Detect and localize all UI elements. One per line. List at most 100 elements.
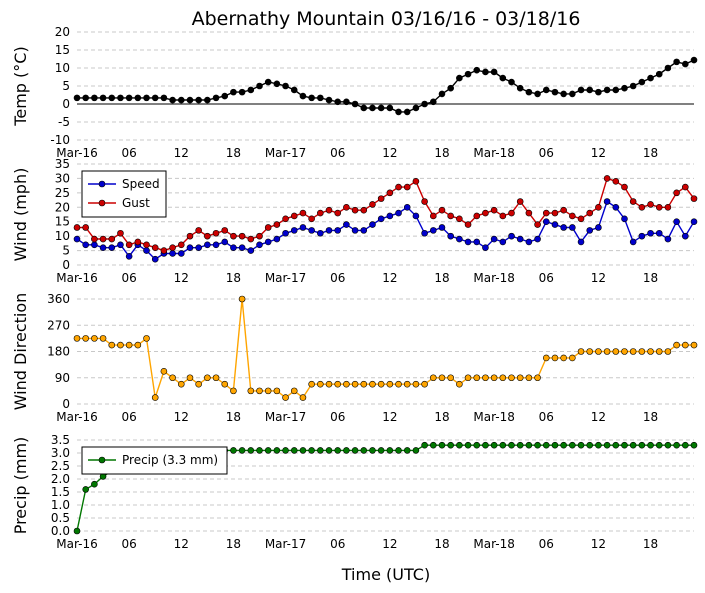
data-point	[395, 183, 402, 191]
data-point	[647, 74, 654, 82]
data-point	[212, 241, 220, 249]
data-point	[99, 335, 107, 342]
data-point	[516, 198, 524, 205]
data-point	[91, 480, 98, 488]
legend-label: Speed	[122, 177, 160, 191]
data-point	[595, 203, 602, 211]
data-point	[238, 295, 246, 303]
data-point	[334, 227, 342, 234]
data-point	[221, 238, 229, 246]
data-point	[125, 253, 133, 260]
data-point	[334, 98, 342, 106]
data-point	[464, 238, 472, 246]
x-tick-label: 18	[226, 410, 241, 424]
series-gust	[73, 175, 698, 254]
data-point	[438, 441, 446, 449]
data-point	[612, 203, 620, 211]
y-tick-label: 35	[55, 157, 70, 171]
data-point	[177, 96, 185, 104]
y-tick-label: 360	[47, 292, 70, 306]
data-point	[377, 215, 385, 223]
data-point	[212, 374, 220, 382]
data-point	[238, 447, 246, 454]
figure-title: Abernathy Mountain 03/16/16 - 03/18/16	[192, 8, 581, 30]
data-point	[682, 232, 689, 240]
data-point	[569, 212, 576, 220]
data-point	[542, 218, 550, 226]
data-point	[334, 209, 342, 217]
data-point	[177, 241, 185, 249]
data-point	[664, 203, 672, 211]
data-point	[473, 212, 481, 220]
data-point	[264, 78, 272, 86]
data-point	[612, 86, 620, 94]
data-point	[151, 244, 159, 251]
x-tick-label: 06	[539, 410, 554, 424]
data-point	[325, 380, 333, 388]
data-point	[195, 227, 202, 234]
data-point	[690, 441, 698, 449]
data-point	[169, 250, 176, 257]
data-point	[325, 96, 333, 104]
data-point	[264, 224, 272, 231]
y-tick-label: 10	[55, 61, 70, 75]
data-point	[186, 374, 194, 382]
data-point	[91, 335, 98, 342]
data-point	[482, 244, 489, 251]
data-point	[673, 218, 680, 226]
data-point	[569, 441, 576, 449]
data-point	[412, 212, 420, 220]
data-point	[508, 232, 515, 240]
data-point	[664, 235, 672, 243]
data-point	[108, 94, 116, 102]
data-point	[690, 195, 698, 202]
data-point	[534, 235, 541, 243]
data-point	[195, 96, 202, 104]
data-point	[456, 380, 463, 388]
data-point	[464, 221, 472, 228]
data-point	[560, 90, 567, 98]
y-tick-label: 0	[62, 97, 70, 111]
y-tick-label: 5	[62, 244, 70, 258]
data-point	[412, 380, 420, 388]
data-point	[134, 94, 142, 102]
data-point	[369, 447, 376, 454]
data-point	[429, 374, 437, 382]
data-point	[603, 198, 611, 205]
data-point	[473, 374, 481, 382]
data-point	[534, 441, 541, 449]
data-point	[395, 209, 402, 217]
x-tick-label: 12	[591, 410, 606, 424]
data-point	[395, 380, 402, 388]
data-point	[369, 201, 376, 208]
data-point	[73, 94, 81, 102]
data-point	[82, 486, 89, 493]
data-point	[516, 235, 524, 243]
data-point	[82, 335, 89, 342]
x-tick-label: 12	[382, 271, 397, 285]
x-tick-label: 06	[539, 146, 554, 160]
data-point	[395, 108, 402, 116]
data-point	[516, 441, 524, 449]
x-tick-label: 12	[382, 146, 397, 160]
data-point	[351, 206, 359, 214]
legend-marker	[98, 456, 106, 464]
data-point	[525, 374, 533, 382]
data-point	[586, 86, 594, 94]
data-point	[551, 354, 559, 362]
data-point	[447, 232, 454, 240]
panel-wind-direction: 0 90 180 270 360 Mar-16 06 12 18 Mar-17 06 12 18 Mar-…	[11, 292, 698, 424]
data-point	[690, 341, 698, 349]
data-point	[282, 82, 289, 90]
data-point	[204, 374, 211, 382]
data-point	[586, 209, 594, 217]
x-tick-label: Mar-16	[56, 410, 97, 424]
legend: Speed Gust	[81, 170, 167, 218]
y-tick-label: -10	[50, 133, 70, 147]
data-point	[499, 374, 507, 382]
data-point	[542, 209, 550, 217]
data-point	[403, 380, 411, 388]
data-point	[621, 183, 628, 191]
data-point	[290, 227, 298, 234]
x-tick-label: 18	[434, 146, 449, 160]
